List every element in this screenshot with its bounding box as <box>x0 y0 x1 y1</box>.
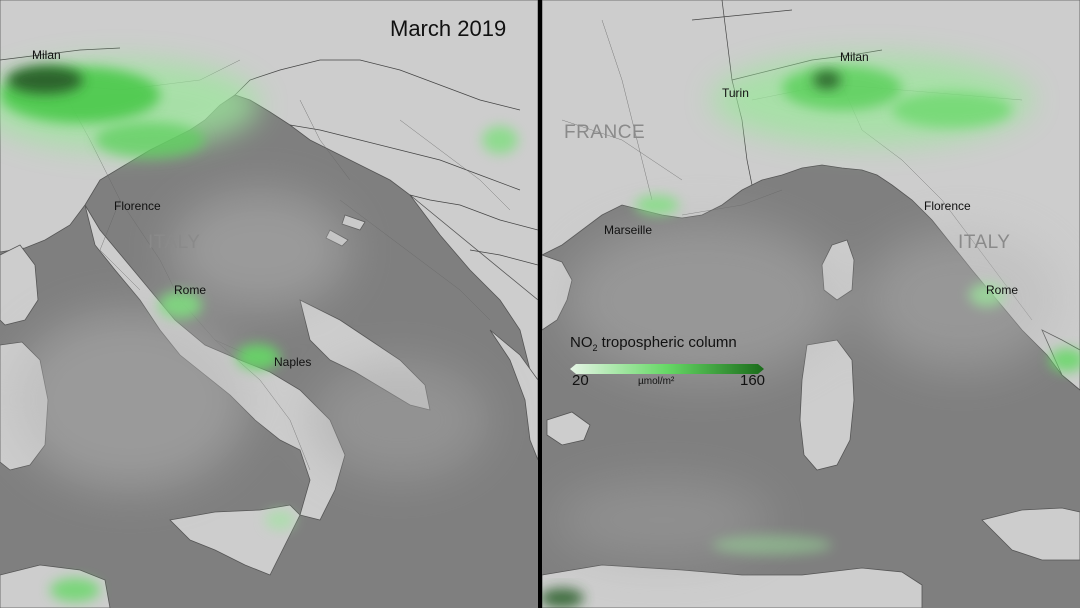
no2-plumes <box>542 55 1080 608</box>
legend-max: 160 <box>740 372 766 389</box>
country-label-italy: ITALY <box>958 232 1011 253</box>
legend-title-suffix: tropospheric column <box>597 334 737 351</box>
legend-title-subscript: 2 <box>592 343 598 353</box>
city-label-rome: Rome <box>986 283 1019 297</box>
no2-plumes <box>0 60 518 602</box>
legend-gradient <box>570 364 764 374</box>
legend-colorbar <box>570 364 764 374</box>
city-label-milan: Milan <box>840 50 869 64</box>
no2-plume-naples <box>236 344 280 370</box>
city-label-naples: Naples <box>274 355 312 369</box>
no2-plume-milan <box>782 66 902 110</box>
city-label-milan: Milan <box>32 48 61 62</box>
no2-hotspot-milan <box>7 66 83 94</box>
city-label-florence: Florence <box>924 199 971 213</box>
no2-plume-sicily <box>265 510 295 530</box>
no2-haze <box>552 220 1062 560</box>
city-label-rome: Rome <box>174 283 207 297</box>
no2-plume-algiers <box>542 588 584 608</box>
right-map-panel: Milan Turin Marseille Florence Rome FRAN… <box>542 0 1080 608</box>
legend-title-prefix: NO <box>570 334 593 351</box>
borders <box>0 47 538 266</box>
legend-scale: 20 µmol/m² 160 <box>570 372 770 394</box>
city-label-marseille: Marseille <box>604 223 653 237</box>
panel-divider <box>538 0 542 608</box>
no2-haze <box>10 190 490 490</box>
no2-plume-belgrade <box>482 126 518 154</box>
right-map-canvas <box>542 0 1080 608</box>
city-label-florence: Florence <box>114 199 161 213</box>
legend-min: 20 <box>572 372 589 389</box>
no2-plume-naples <box>1049 348 1080 372</box>
left-map-panel: March 2019 Milan Florence Rome Naples IT… <box>0 0 538 608</box>
no2-plume-tunis <box>50 578 100 602</box>
no2-plume-marseille <box>635 195 679 215</box>
left-map-canvas <box>0 0 538 608</box>
legend-title: NO2 tropospheric column <box>570 334 770 353</box>
no2-plume-veneto <box>892 92 1012 128</box>
country-label-france: FRANCE <box>564 122 646 143</box>
no2-legend: NO2 tropospheric column 20 µmol/m² <box>570 334 770 394</box>
no2-plume-rome <box>158 291 202 319</box>
no2-plume-africa-coast <box>712 535 832 555</box>
no2-hotspot-milan <box>813 71 841 89</box>
no2-plume-emilia <box>95 122 205 158</box>
country-label-italy: ITALY <box>148 232 201 253</box>
city-label-turin: Turin <box>722 86 749 100</box>
map-title: March 2019 <box>390 16 507 41</box>
legend-unit: µmol/m² <box>638 376 675 387</box>
no2-plume-rome <box>969 283 1005 307</box>
